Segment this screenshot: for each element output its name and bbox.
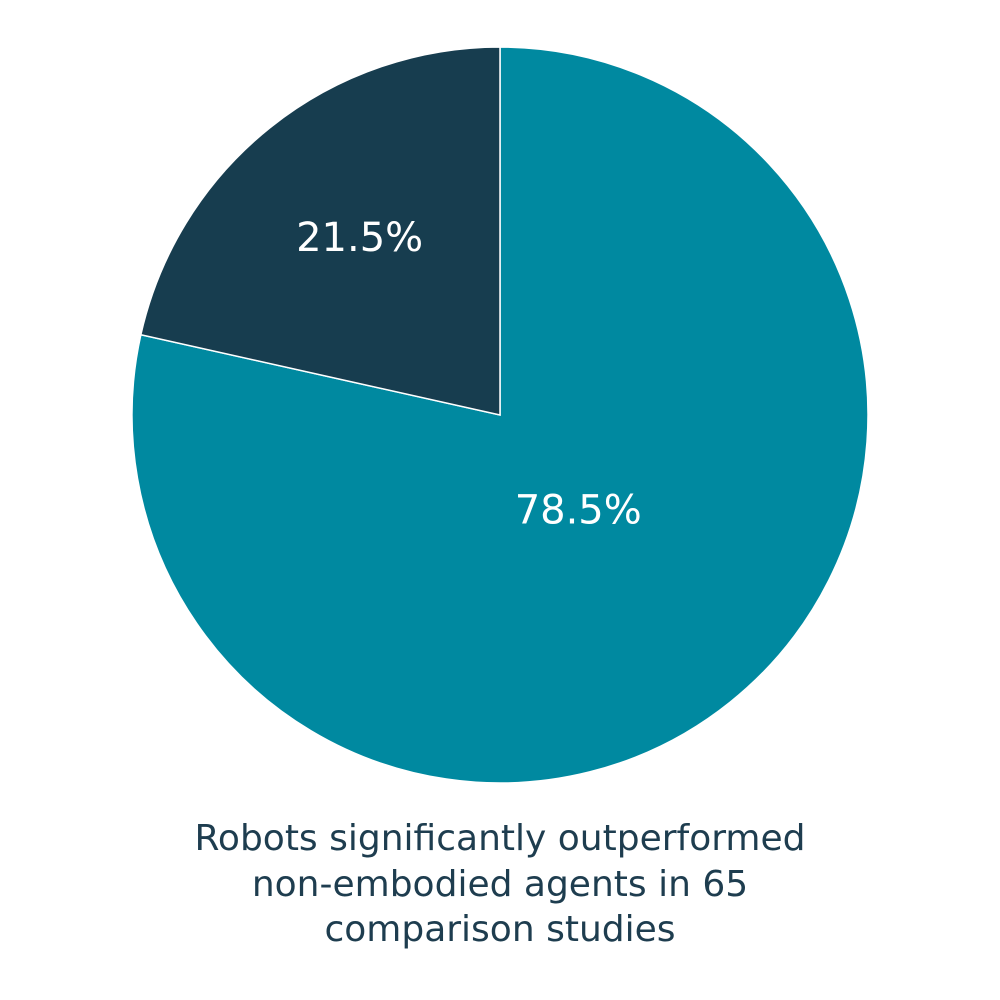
caption-line: non-embodied agents in 65 [252, 864, 748, 905]
slice [139, 46, 501, 416]
slice [131, 46, 869, 784]
pie [131, 46, 869, 784]
value-label: 78.5% [515, 488, 642, 534]
value-label: 21.5% [296, 215, 423, 261]
caption-line: Robots significantly outperformed [195, 818, 806, 859]
caption-line: comparison studies [324, 909, 675, 950]
